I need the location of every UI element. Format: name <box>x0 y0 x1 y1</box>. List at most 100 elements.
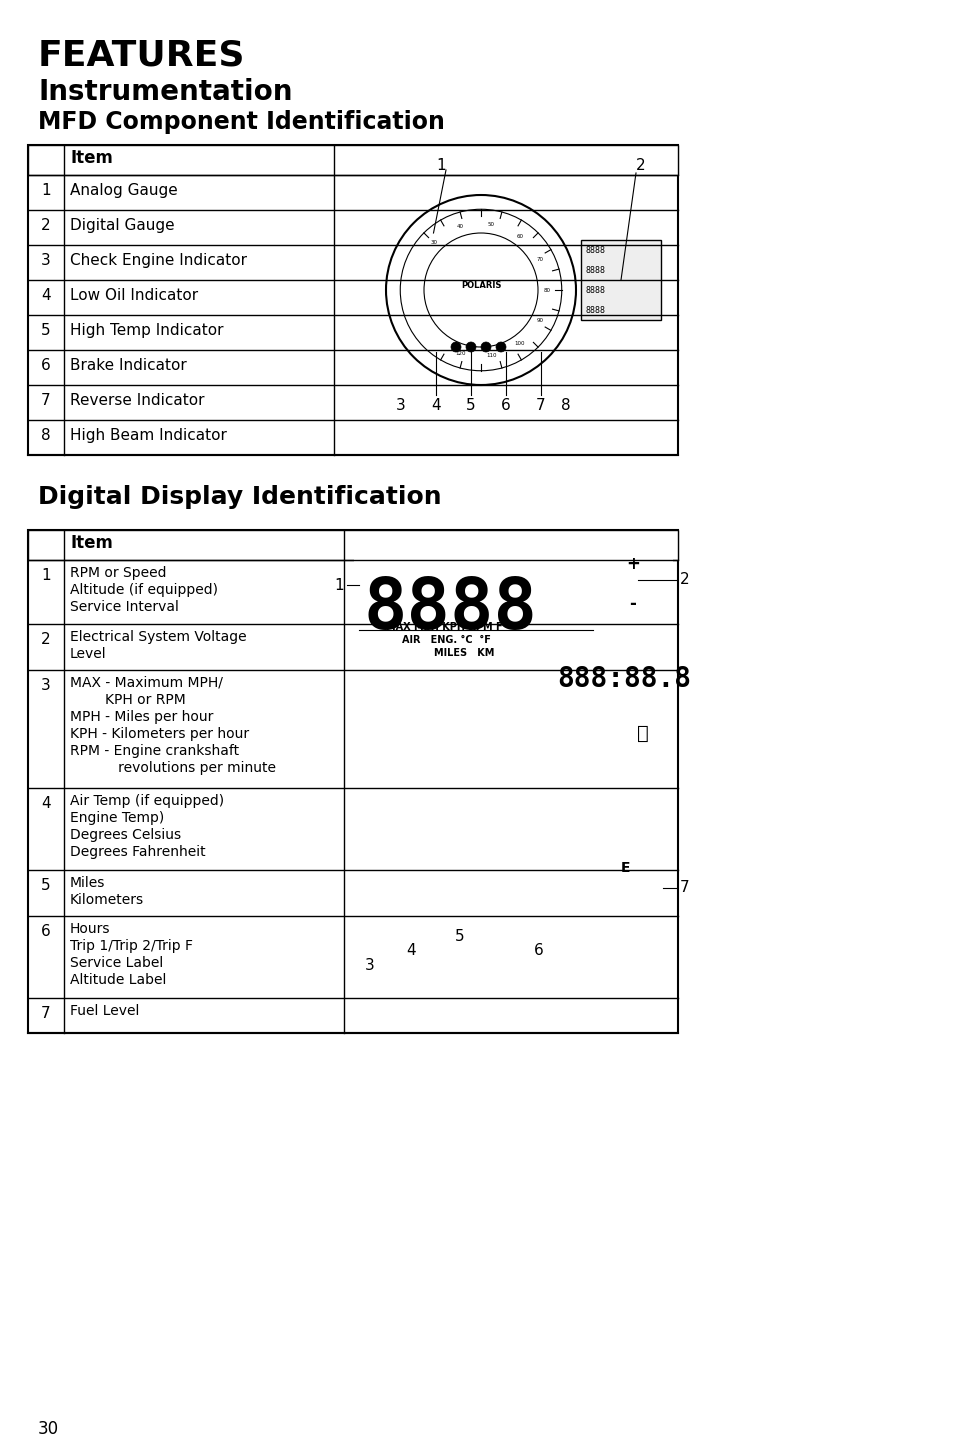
Text: 50: 50 <box>487 222 495 227</box>
Text: Item: Item <box>70 148 112 167</box>
Text: 4: 4 <box>41 288 51 302</box>
Text: Service Label: Service Label <box>70 955 163 970</box>
Text: 7: 7 <box>536 397 545 413</box>
Text: High Beam Indicator: High Beam Indicator <box>70 427 227 443</box>
Text: Miles: Miles <box>70 875 105 890</box>
Text: 40: 40 <box>456 224 463 230</box>
Text: 6: 6 <box>41 923 51 939</box>
Text: Altitude Label: Altitude Label <box>70 973 166 987</box>
Text: RPM - Engine crankshaft: RPM - Engine crankshaft <box>70 744 239 758</box>
Text: Digital Display Identification: Digital Display Identification <box>38 486 441 509</box>
Text: 8888: 8888 <box>585 305 605 316</box>
Text: 8888: 8888 <box>364 574 537 644</box>
Text: Degrees Fahrenheit: Degrees Fahrenheit <box>70 845 206 859</box>
Text: 5: 5 <box>41 878 51 893</box>
Text: 8: 8 <box>560 397 570 413</box>
Text: FEATURES: FEATURES <box>38 38 245 73</box>
Bar <box>28 531 678 560</box>
Text: 30: 30 <box>430 240 437 246</box>
Text: 110: 110 <box>486 353 497 358</box>
Text: ⛽: ⛽ <box>637 724 648 743</box>
Bar <box>354 539 672 1024</box>
Text: 3: 3 <box>41 253 51 268</box>
Circle shape <box>465 342 476 352</box>
Circle shape <box>451 342 460 352</box>
Text: Air Temp (if equipped): Air Temp (if equipped) <box>70 794 224 808</box>
Text: Hours: Hours <box>70 922 111 936</box>
Text: 1: 1 <box>41 183 51 198</box>
Text: Low Oil Indicator: Low Oil Indicator <box>70 288 198 302</box>
Text: 2: 2 <box>41 218 51 233</box>
Text: Reverse Indicator: Reverse Indicator <box>70 393 204 409</box>
Text: MAX - Maximum MPH/: MAX - Maximum MPH/ <box>70 676 223 691</box>
Text: Engine Temp): Engine Temp) <box>70 811 164 824</box>
Text: 120: 120 <box>455 350 465 356</box>
Text: 3: 3 <box>395 397 405 413</box>
Text: 5: 5 <box>454 929 463 944</box>
Text: 4: 4 <box>406 944 416 958</box>
Text: MILES   KM: MILES KM <box>434 648 494 659</box>
Text: POLARIS: POLARIS <box>460 281 500 289</box>
Text: AIR   ENG. °C  °F: AIR ENG. °C °F <box>401 635 490 646</box>
Text: Kilometers: Kilometers <box>70 893 144 907</box>
Circle shape <box>480 342 491 352</box>
Text: Analog Gauge: Analog Gauge <box>70 183 177 198</box>
Text: 30: 30 <box>38 1421 59 1438</box>
Text: 90: 90 <box>537 317 543 323</box>
Text: RPM or Speed: RPM or Speed <box>70 566 167 580</box>
Text: 60: 60 <box>516 234 523 238</box>
Text: 3: 3 <box>41 678 51 694</box>
Text: 70: 70 <box>537 257 543 262</box>
Bar <box>28 145 678 174</box>
Text: E: E <box>619 861 629 875</box>
Bar <box>28 145 678 455</box>
Text: MPH - Miles per hour: MPH - Miles per hour <box>70 710 213 724</box>
Text: Electrical System Voltage: Electrical System Voltage <box>70 630 247 644</box>
Text: High Temp Indicator: High Temp Indicator <box>70 323 223 337</box>
Text: revolutions per minute: revolutions per minute <box>70 760 275 775</box>
Text: MFD Component Identification: MFD Component Identification <box>38 111 444 134</box>
Text: 8888: 8888 <box>585 246 605 254</box>
Text: 1: 1 <box>334 577 343 592</box>
Bar <box>580 240 660 320</box>
Text: 3: 3 <box>365 958 375 973</box>
Text: Item: Item <box>70 534 112 553</box>
Text: 7: 7 <box>679 880 689 896</box>
Text: 1: 1 <box>41 569 51 583</box>
Text: KPH or RPM: KPH or RPM <box>70 694 186 707</box>
Text: Instrumentation: Instrumentation <box>38 79 293 106</box>
Text: KPH - Kilometers per hour: KPH - Kilometers per hour <box>70 727 249 742</box>
Text: 6: 6 <box>534 944 543 958</box>
Text: +: + <box>625 555 639 573</box>
Text: 5: 5 <box>41 323 51 337</box>
Text: 7: 7 <box>41 393 51 409</box>
Text: 2: 2 <box>679 573 689 587</box>
Text: Fuel Level: Fuel Level <box>70 1005 139 1018</box>
Text: 888:88.8: 888:88.8 <box>557 664 690 694</box>
Text: 6: 6 <box>41 358 51 374</box>
Text: Digital Gauge: Digital Gauge <box>70 218 174 233</box>
Text: 80: 80 <box>543 288 551 292</box>
Text: -: - <box>629 595 636 614</box>
Text: 4: 4 <box>41 795 51 811</box>
Text: 1: 1 <box>436 157 445 173</box>
Text: 2: 2 <box>41 632 51 647</box>
Circle shape <box>496 342 505 352</box>
Text: 6: 6 <box>500 397 511 413</box>
Text: 8: 8 <box>41 427 51 443</box>
Bar <box>28 531 678 1032</box>
Text: 7: 7 <box>41 1006 51 1021</box>
Text: 100: 100 <box>515 342 525 346</box>
Text: 5: 5 <box>466 397 476 413</box>
Text: 4: 4 <box>431 397 440 413</box>
Text: Check Engine Indicator: Check Engine Indicator <box>70 253 247 268</box>
Text: Trip 1/Trip 2/Trip F: Trip 1/Trip 2/Trip F <box>70 939 193 952</box>
Text: 8888: 8888 <box>585 266 605 275</box>
Text: 2: 2 <box>636 157 645 173</box>
Text: Altitude (if equipped): Altitude (if equipped) <box>70 583 218 598</box>
Text: Level: Level <box>70 647 107 662</box>
Text: 8888: 8888 <box>585 286 605 295</box>
Text: MAX MPH KPH RPM F: MAX MPH KPH RPM F <box>386 622 502 632</box>
Text: Brake Indicator: Brake Indicator <box>70 358 187 374</box>
Text: Service Interval: Service Interval <box>70 601 179 614</box>
